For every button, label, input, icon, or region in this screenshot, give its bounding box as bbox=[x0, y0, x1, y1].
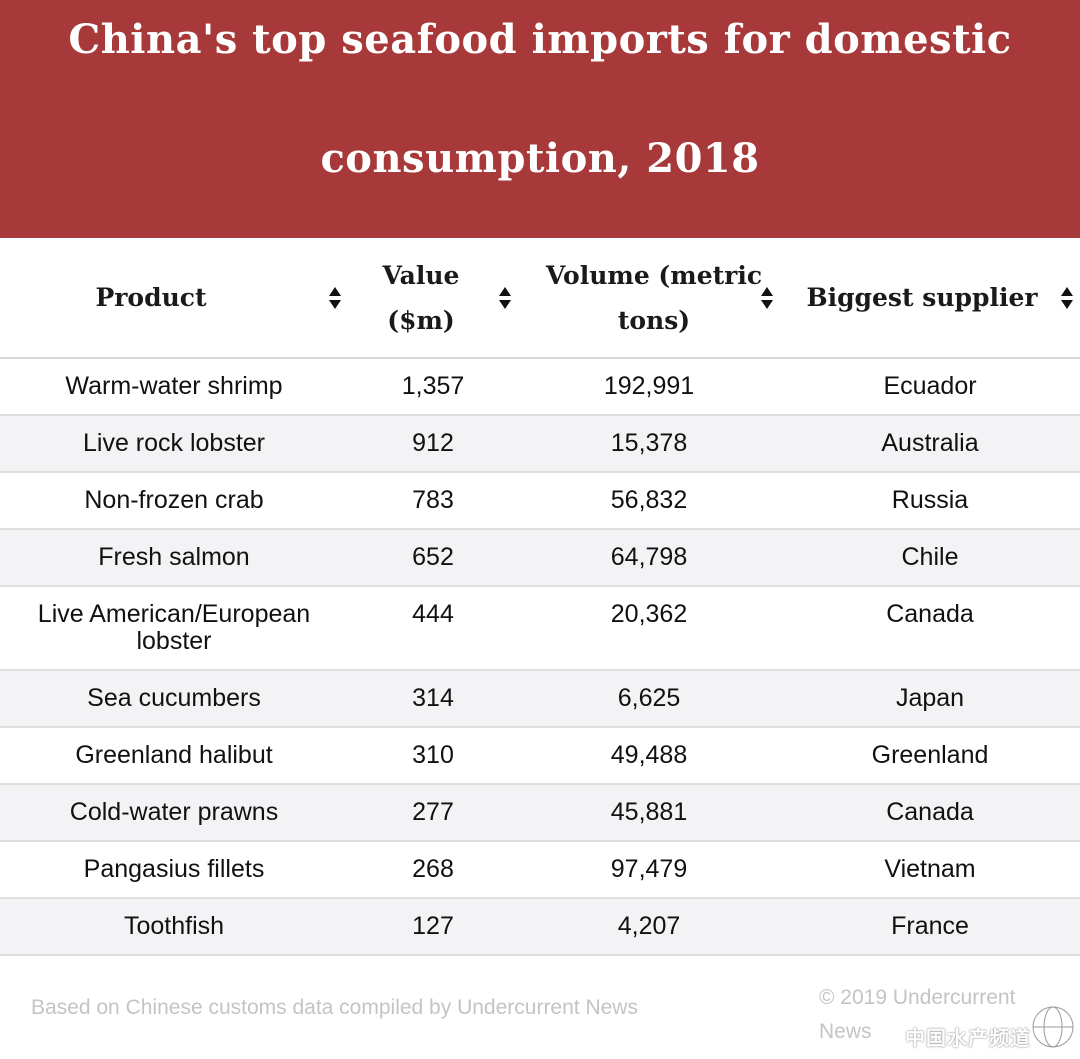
cell-product: Non-frozen crab bbox=[0, 472, 348, 530]
copyright-line-1: © 2019 Undercurrent bbox=[819, 986, 1016, 1009]
table-body: Warm-water shrimp 1,357 192,991 Ecuador Live… bbox=[0, 358, 1080, 956]
cell-supplier: Ecuador bbox=[780, 358, 1080, 416]
title-banner: China's top seafood imports for domestic… bbox=[0, 0, 1080, 238]
table-row: Fresh salmon 652 64,798 Chile bbox=[0, 529, 1080, 587]
cell-product: Toothfish bbox=[0, 898, 348, 956]
cell-product: Sea cucumbers bbox=[0, 670, 348, 728]
cell-product: Fresh salmon bbox=[0, 529, 348, 587]
cell-volume: 15,378 bbox=[518, 415, 780, 473]
table-row: Pangasius fillets 268 97,479 Vietnam bbox=[0, 841, 1080, 899]
table-row: Sea cucumbers 314 6,625 Japan bbox=[0, 670, 1080, 728]
cell-supplier: Australia bbox=[780, 415, 1080, 473]
column-header-label: Biggest supplier bbox=[806, 283, 1038, 312]
sort-icon[interactable] bbox=[1060, 286, 1074, 310]
globe-logo-icon bbox=[1031, 1005, 1075, 1049]
cell-product: Live rock lobster bbox=[0, 415, 348, 473]
cell-supplier: Greenland bbox=[780, 727, 1080, 785]
column-header-volume[interactable]: Volume (metric tons) bbox=[518, 238, 780, 359]
column-header-product[interactable]: Product bbox=[0, 238, 348, 359]
table-row: Warm-water shrimp 1,357 192,991 Ecuador bbox=[0, 358, 1080, 416]
table-row: Live rock lobster 912 15,378 Australia bbox=[0, 415, 1080, 473]
cell-volume: 49,488 bbox=[518, 727, 780, 785]
table-row: Toothfish 127 4,207 France bbox=[0, 898, 1080, 956]
cell-value: 310 bbox=[348, 727, 518, 785]
page-title-line-2: consumption, 2018 bbox=[320, 135, 760, 182]
cell-value: 314 bbox=[348, 670, 518, 728]
cell-value: 444 bbox=[348, 586, 518, 671]
cell-value: 652 bbox=[348, 529, 518, 587]
cell-product: Cold-water prawns bbox=[0, 784, 348, 842]
cell-volume: 45,881 bbox=[518, 784, 780, 842]
cell-supplier: France bbox=[780, 898, 1080, 956]
cell-value: 1,357 bbox=[348, 358, 518, 416]
cell-product: Pangasius fillets bbox=[0, 841, 348, 899]
sort-icon[interactable] bbox=[760, 286, 774, 310]
cell-supplier: Russia bbox=[780, 472, 1080, 530]
column-header-label-line-1: Value bbox=[382, 260, 460, 290]
cell-supplier: Canada bbox=[780, 586, 1080, 671]
sort-icon[interactable] bbox=[498, 286, 512, 310]
copyright-note: © 2019 Undercurrent News bbox=[819, 981, 1059, 1049]
cell-value: 277 bbox=[348, 784, 518, 842]
cell-product: Greenland halibut bbox=[0, 727, 348, 785]
column-header-label: Product bbox=[95, 283, 207, 312]
cell-volume: 20,362 bbox=[518, 586, 780, 671]
column-header-label: Volume (metric tons) bbox=[546, 253, 762, 343]
cell-product: Warm-water shrimp bbox=[0, 358, 348, 416]
page-title-line-1: China's top seafood imports for domestic bbox=[68, 16, 1012, 63]
cell-value: 783 bbox=[348, 472, 518, 530]
imports-table: Product Value ($m) Volume (metric tons) Bi… bbox=[0, 238, 1080, 956]
cell-value: 912 bbox=[348, 415, 518, 473]
cell-volume: 192,991 bbox=[518, 358, 780, 416]
column-header-value[interactable]: Value ($m) bbox=[348, 238, 518, 359]
table-row: Cold-water prawns 277 45,881 Canada bbox=[0, 784, 1080, 842]
table-row: Greenland halibut 310 49,488 Greenland bbox=[0, 727, 1080, 785]
cell-volume: 6,625 bbox=[518, 670, 780, 728]
cell-volume: 97,479 bbox=[518, 841, 780, 899]
column-header-supplier[interactable]: Biggest supplier bbox=[780, 238, 1080, 359]
cell-product: Live American/European lobster bbox=[0, 586, 348, 671]
table-row: Live American/European lobster 444 20,362 C… bbox=[0, 586, 1080, 671]
table-row: Non-frozen crab 783 56,832 Russia bbox=[0, 472, 1080, 530]
source-note: Based on Chinese customs data compiled b… bbox=[31, 996, 638, 1019]
cell-volume: 64,798 bbox=[518, 529, 780, 587]
sort-icon[interactable] bbox=[328, 286, 342, 310]
cell-supplier: Chile bbox=[780, 529, 1080, 587]
cell-value: 127 bbox=[348, 898, 518, 956]
column-header-label-line-2: tons) bbox=[617, 305, 691, 335]
table-header-row: Product Value ($m) Volume (metric tons) Bi… bbox=[0, 238, 1080, 359]
copyright-line-2: News bbox=[819, 1020, 872, 1043]
cell-volume: 4,207 bbox=[518, 898, 780, 956]
cell-value: 268 bbox=[348, 841, 518, 899]
column-header-label: Value ($m) bbox=[383, 253, 460, 343]
cell-volume: 56,832 bbox=[518, 472, 780, 530]
column-header-label-line-1: Volume (metric bbox=[545, 260, 763, 290]
cell-supplier: Canada bbox=[780, 784, 1080, 842]
cell-supplier: Vietnam bbox=[780, 841, 1080, 899]
column-header-label-line-2: ($m) bbox=[387, 305, 455, 335]
watermark-text: 中国水产频道 bbox=[905, 1028, 1031, 1050]
cell-supplier: Japan bbox=[780, 670, 1080, 728]
